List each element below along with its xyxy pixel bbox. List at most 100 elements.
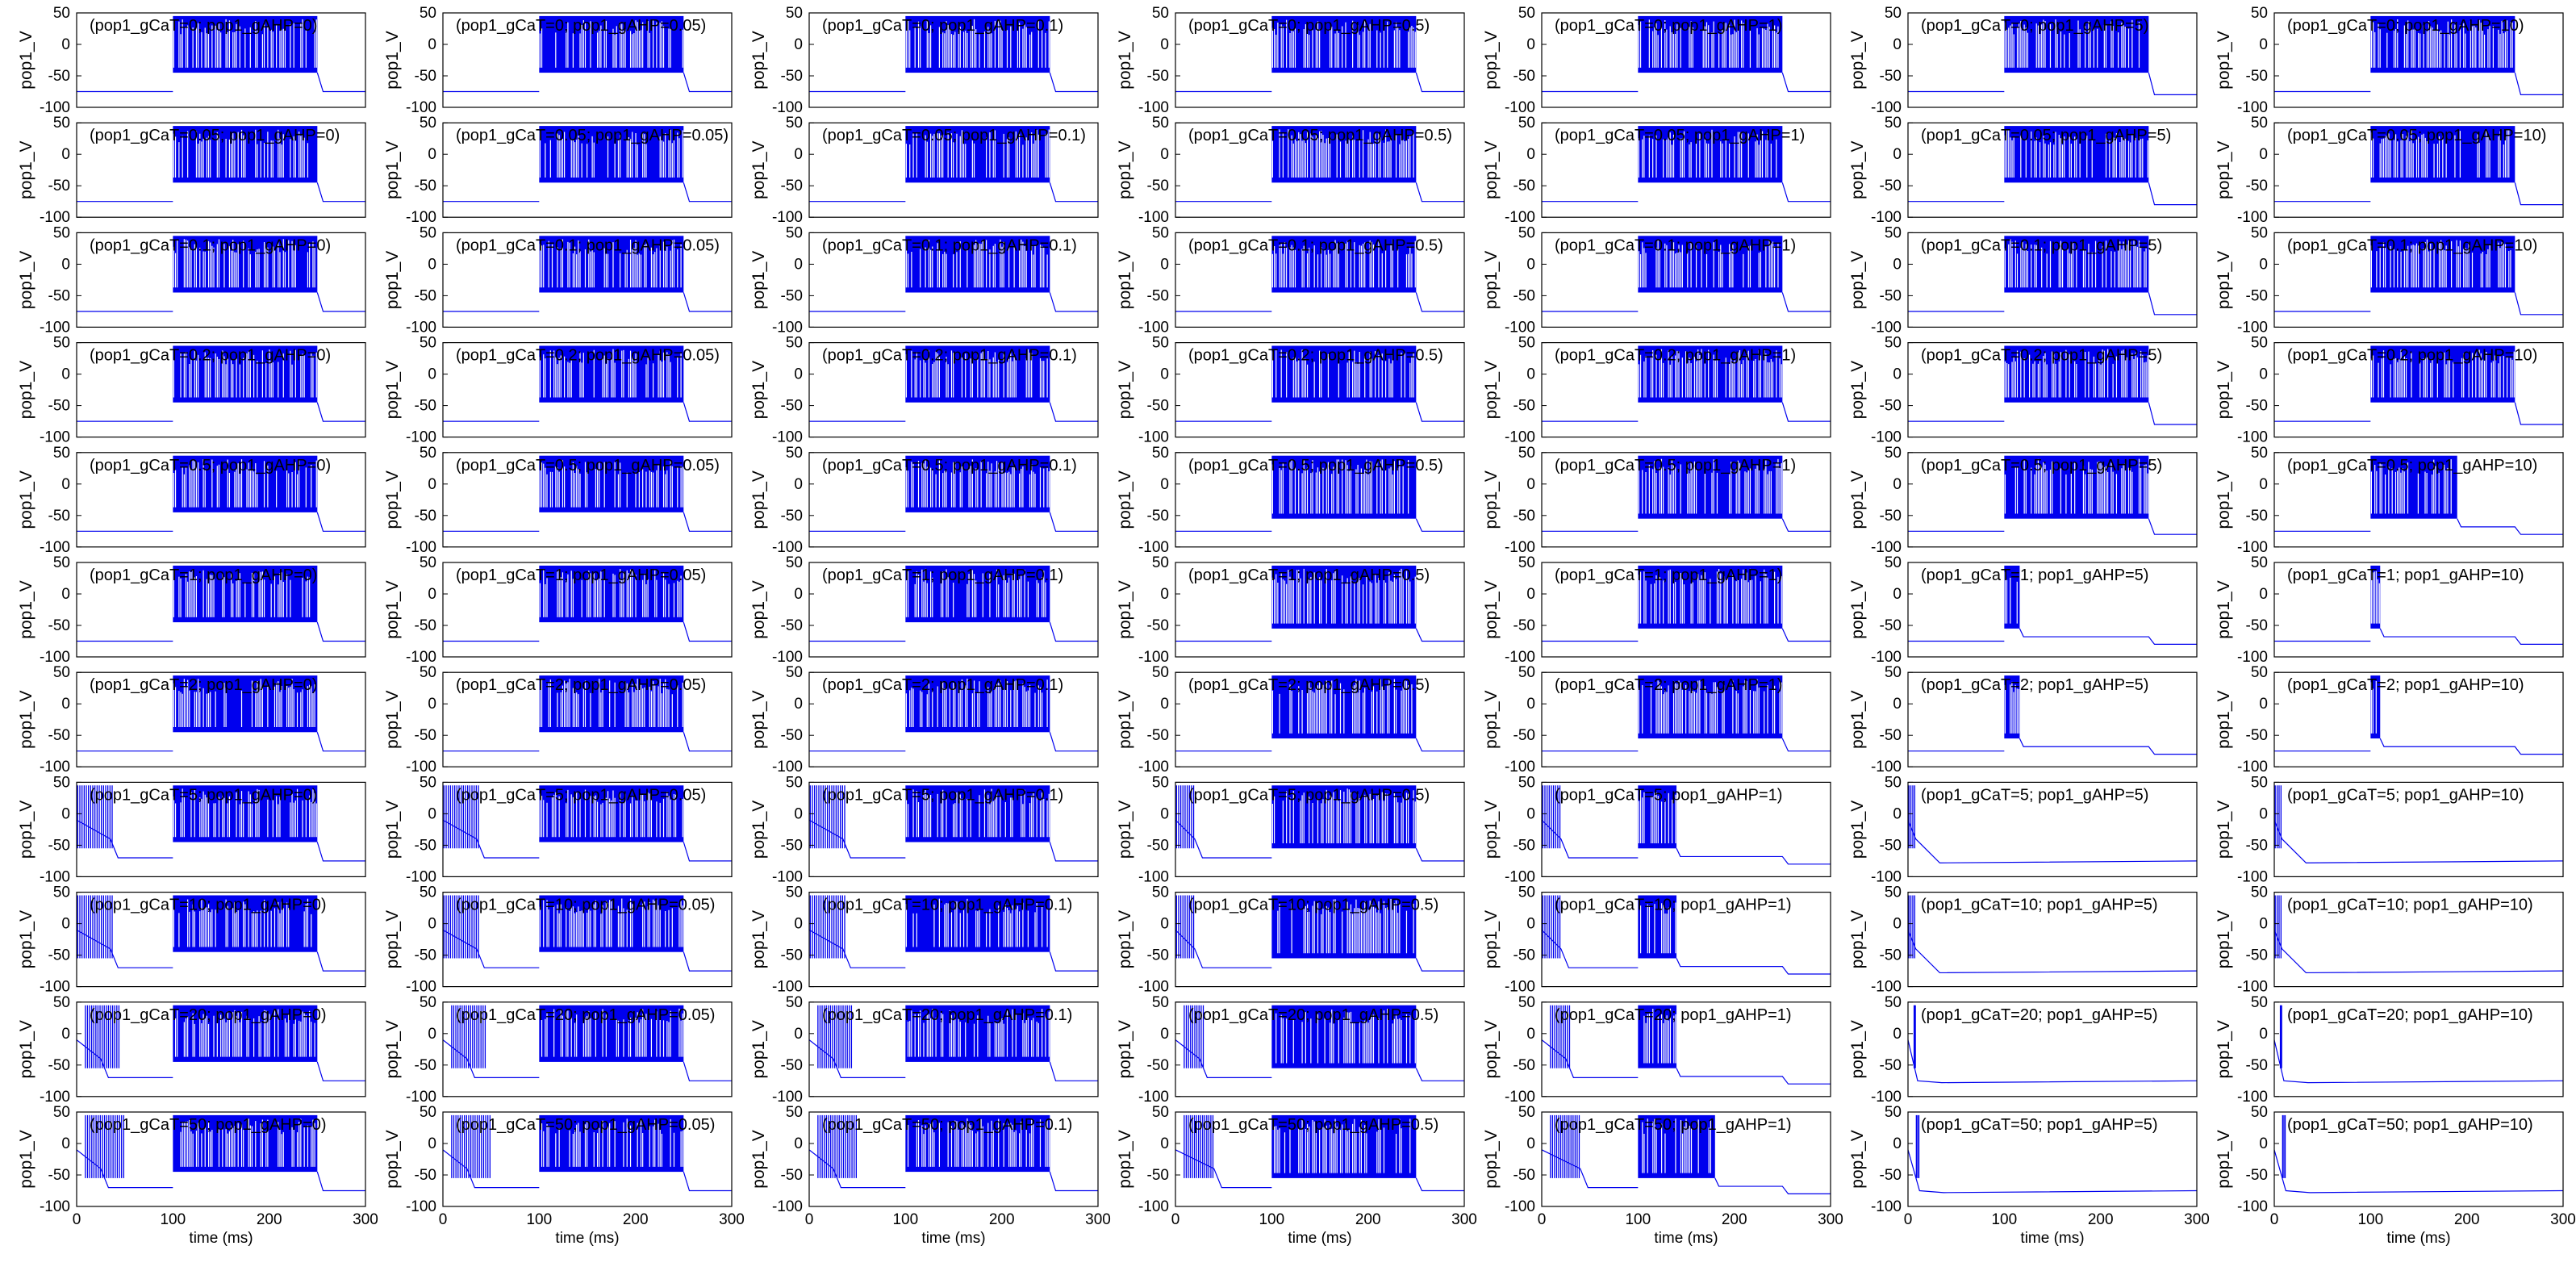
trace-group [809, 15, 1098, 93]
x-tick-label: 0 [439, 1211, 448, 1228]
trace-group [1175, 1114, 1464, 1192]
y-tick-label: 0 [61, 805, 70, 822]
y-tick-label: 50 [1518, 774, 1535, 791]
panel-title: (pop1_gCaT=0.1; pop1_gAHP=1) [1555, 236, 1796, 254]
y-axis-label: pop1_V [2215, 690, 2233, 748]
panel-title: (pop1_gCaT=0.05; pop1_gAHP=0) [90, 127, 340, 144]
panel-frame [2273, 342, 2564, 438]
y-tick-label: 0 [2259, 146, 2268, 163]
y-tick-label: -50 [781, 508, 803, 525]
panel-title: (pop1_gCaT=5; pop1_gAHP=0.05) [456, 786, 706, 804]
x-tick-label: 300 [1085, 1211, 1111, 1228]
panel: (pop1_gCaT=0; pop1_gAHP=10) 50 0 -50 -100pop… [2215, 5, 2564, 116]
y-tick-label: -50 [415, 287, 436, 304]
panel-frame [1541, 671, 1831, 767]
y-tick-label: 0 [1160, 256, 1169, 273]
panel: (pop1_gCaT=0.2; pop1_gAHP=0) 50 0 -50 -100 po… [17, 335, 366, 446]
trace-group [2274, 785, 2563, 863]
spike-train [539, 126, 684, 183]
x-tick-label: 100 [1991, 1211, 2017, 1228]
baseline-trace [77, 929, 173, 968]
baseline-trace [2274, 1149, 2563, 1194]
panel-frame [442, 342, 733, 438]
y-tick-label: 0 [2259, 256, 2268, 273]
decay-trace [1415, 738, 1464, 752]
y-tick-label: -50 [1513, 617, 1535, 634]
panel: (pop1_gCaT=2; pop1_gAHP=0.1) 50 0 -50 -100po… [749, 664, 1099, 776]
y-tick-label: 0 [1160, 36, 1169, 53]
y-tick-label: -50 [48, 68, 70, 85]
y-tick-label: -50 [415, 837, 436, 854]
y-tick-label: -100 [40, 868, 70, 885]
decay-trace [1714, 1177, 1831, 1194]
panel: (pop1_gCaT=10; pop1_gAHP=0.5) 50 0 -50 -100p… [1116, 884, 1465, 996]
y-tick-label: -100 [1871, 99, 1902, 116]
y-axis-label: pop1_V [749, 910, 768, 968]
y-axis-label: pop1_V [1116, 470, 1134, 529]
spike-train [2004, 455, 2149, 519]
baseline-trace [1175, 929, 1272, 968]
spike-train [1271, 126, 1417, 183]
y-tick-label: -50 [48, 947, 70, 964]
y-tick-label: -50 [781, 287, 803, 304]
spike-train [2370, 15, 2515, 73]
y-axis-label: pop1_V [749, 801, 768, 859]
y-tick-label: -100 [40, 979, 70, 996]
trace-group [1175, 565, 1464, 642]
decay-trace [316, 951, 365, 972]
y-tick-label: -50 [48, 617, 70, 634]
y-axis-label: pop1_V [383, 910, 402, 968]
y-tick-label: 0 [1526, 586, 1535, 603]
y-tick-label: 0 [2259, 36, 2268, 53]
y-tick-label: 50 [53, 224, 70, 241]
trace-group [1175, 455, 1464, 532]
panel-frame [76, 12, 366, 108]
panel-title: (pop1_gCaT=2; pop1_gAHP=0.05) [456, 676, 706, 694]
panel-title: (pop1_gCaT=0.1; pop1_gAHP=0.05) [456, 236, 720, 254]
y-tick-label: 50 [420, 335, 436, 352]
y-tick-label: -50 [48, 1167, 70, 1184]
panel-frame [808, 452, 1099, 548]
y-tick-label: 0 [1160, 1026, 1169, 1043]
y-tick-label: 50 [1518, 554, 1535, 571]
y-tick-label: -50 [1147, 287, 1169, 304]
y-tick-label: -50 [1880, 947, 1902, 964]
spike-train [539, 675, 684, 733]
panel-title: (pop1_gCaT=0.1; pop1_gAHP=0) [90, 236, 331, 254]
decay-trace [2148, 402, 2197, 425]
panel-frame [808, 12, 1099, 108]
panel: (pop1_gCaT=10; pop1_gAHP=10) 50 0 -50 -100po… [2215, 884, 2564, 996]
y-tick-label: -100 [406, 759, 436, 776]
y-tick-label: 50 [53, 774, 70, 791]
panel-frame [2273, 452, 2564, 548]
panel-frame [76, 562, 366, 658]
panel: (pop1_gCaT=50; pop1_gAHP=10) 50 0 -50 -100po… [2215, 1104, 2576, 1247]
y-tick-label: 0 [794, 256, 803, 273]
y-tick-label: 0 [1160, 1135, 1169, 1152]
y-tick-label: 50 [1152, 994, 1169, 1011]
spike-train [1638, 126, 1783, 183]
panel-frame [1541, 12, 1831, 108]
panel-title: (pop1_gCaT=10; pop1_gAHP=5) [1921, 897, 2158, 914]
panel: (pop1_gCaT=0; pop1_gAHP=0.5) 50 0 -50 -100po… [1116, 5, 1465, 116]
y-tick-label: 0 [1526, 1026, 1535, 1043]
panel: (pop1_gCaT=0.05; pop1_gAHP=0.5) 50 0 -50 -10… [1116, 115, 1465, 226]
panel: (pop1_gCaT=50; pop1_gAHP=0) 50 0 -50 -100 pop… [17, 1104, 378, 1247]
trace-group [77, 1005, 365, 1081]
x-axis-label: time (ms) [1288, 1230, 1351, 1247]
y-tick-label: 50 [53, 664, 70, 681]
spike-train [173, 785, 318, 842]
y-tick-label: -50 [1147, 1167, 1169, 1184]
y-tick-label: -100 [1505, 209, 1535, 226]
panel-title: (pop1_gCaT=1; pop1_gAHP=0.1) [822, 567, 1063, 584]
y-tick-label: 0 [61, 1135, 70, 1152]
y-tick-label: 50 [420, 774, 436, 791]
y-tick-label: 0 [2259, 366, 2268, 383]
decay-trace [1049, 72, 1098, 93]
y-tick-label: 50 [2251, 224, 2268, 241]
spike-train [1271, 1114, 1417, 1178]
y-axis-label: pop1_V [1848, 801, 1867, 859]
panel-title: (pop1_gCaT=10; pop1_gAHP=0.05) [456, 897, 715, 914]
panel-frame [442, 122, 733, 218]
y-tick-label: -100 [772, 539, 803, 556]
